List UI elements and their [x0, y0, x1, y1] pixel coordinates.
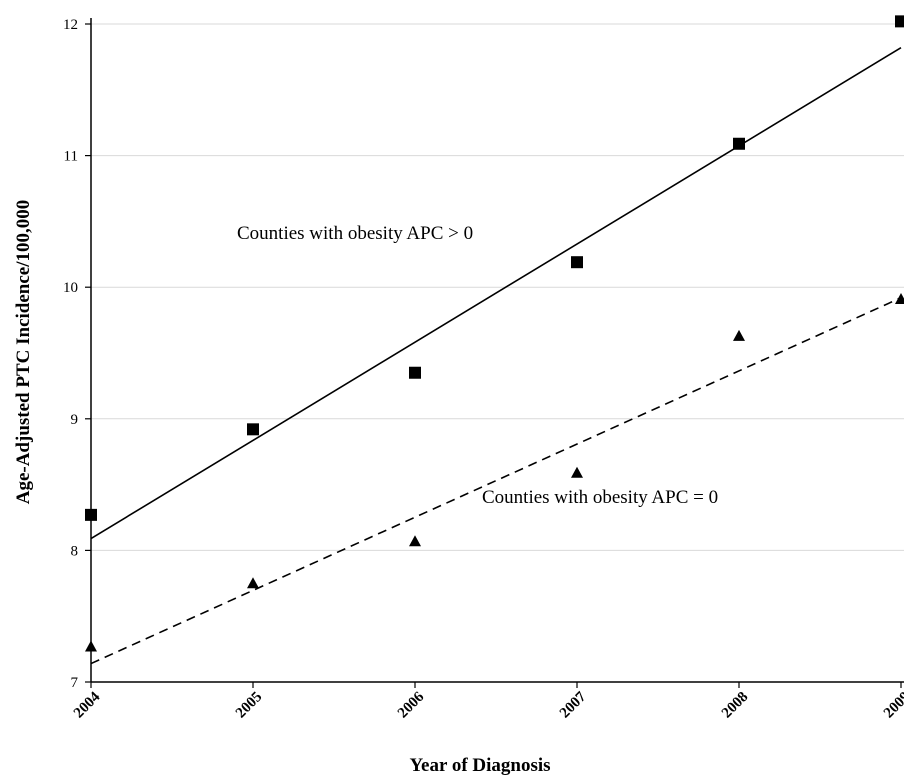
data-point-triangle	[571, 466, 583, 478]
annotation-series-2: Counties with obesity APC = 0	[482, 487, 718, 508]
x-tick-label: 2008	[719, 689, 752, 722]
data-point-square	[895, 15, 904, 28]
data-point-triangle	[895, 293, 904, 305]
x-tick-label: 2005	[233, 689, 266, 722]
y-tick-label: 7	[71, 675, 79, 691]
data-point-square	[409, 366, 421, 379]
data-point-square	[571, 256, 583, 269]
y-tick-label: 12	[63, 17, 78, 33]
x-axis-ticks: 2004 2005 2006 2007 2008 2009	[71, 682, 904, 721]
data-point-triangle	[247, 577, 259, 589]
x-tick-label: 2007	[557, 689, 590, 722]
y-tick-label: 10	[63, 280, 78, 296]
x-tick-label: 2006	[395, 689, 428, 722]
data-point-square	[247, 423, 259, 436]
data-point-triangle	[409, 535, 421, 547]
trendlines	[90, 47, 902, 665]
data-point-square	[733, 137, 745, 150]
y-tick-label: 8	[71, 543, 79, 559]
data-point-triangle	[85, 640, 97, 652]
x-axis-title: Year of Diagnosis	[409, 755, 550, 776]
trendline-series-1	[90, 47, 902, 540]
x-tick-label: 2004	[71, 689, 104, 722]
y-axis-title: Age-Adjusted PTC Incidence/100,000	[13, 200, 34, 505]
y-tick-label: 9	[71, 412, 79, 428]
data-points	[85, 15, 904, 652]
data-point-triangle	[733, 329, 745, 341]
grid-lines	[91, 23, 904, 551]
y-tick-label: 11	[64, 149, 78, 165]
annotation-series-1: Counties with obesity APC > 0	[237, 223, 473, 244]
trendline-series-2	[90, 296, 902, 665]
x-tick-label: 2009	[881, 689, 904, 722]
data-point-square	[85, 508, 97, 521]
y-axis-ticks: 7 8 9 10 11 12	[63, 17, 91, 691]
